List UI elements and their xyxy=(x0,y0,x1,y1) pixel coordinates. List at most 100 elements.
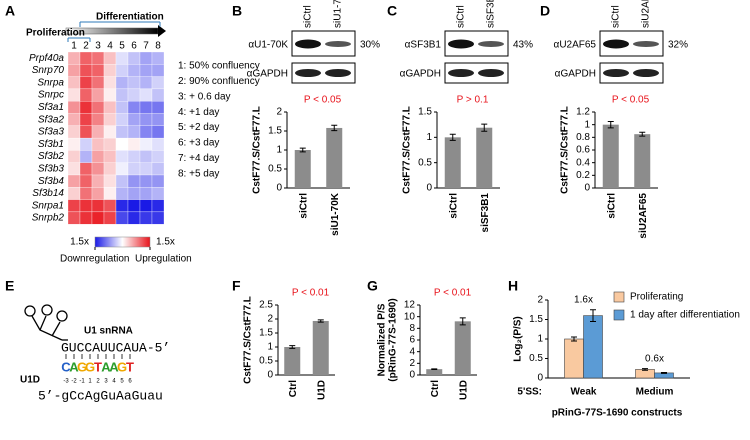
heatmap-cell xyxy=(151,174,165,188)
y-tick-label: 1.5 xyxy=(529,314,543,325)
heatmap-cell xyxy=(127,125,141,139)
heatmap-cell xyxy=(91,162,105,176)
x-tick-label: siCtrl xyxy=(606,193,617,219)
heatmap-cell xyxy=(103,199,117,213)
antibody-label: αU2AF65 xyxy=(554,40,597,51)
heatmap-cell xyxy=(91,88,105,102)
heatmap-cell xyxy=(151,88,165,102)
y-tick-label: 0 xyxy=(276,183,282,194)
heatmap-cell xyxy=(67,113,81,126)
panel-letter: F xyxy=(232,278,241,294)
logo-letter: A xyxy=(101,359,111,374)
logo-position: 3 xyxy=(104,379,108,385)
heatmap-cell xyxy=(127,137,141,151)
y-tick-label: 1 xyxy=(584,119,590,130)
bar xyxy=(326,127,343,188)
heatmap-cell xyxy=(151,150,165,163)
heatmap-cell xyxy=(139,150,153,163)
y-tick-label: 0.5 xyxy=(418,157,432,168)
heatmap-cell xyxy=(103,51,117,65)
y-tick-label: 0.4 xyxy=(576,157,590,168)
row-label: Sf3a1 xyxy=(38,102,64,113)
logo-letter: G xyxy=(77,359,87,374)
error-bar xyxy=(590,309,596,322)
heatmap-cell xyxy=(139,187,153,200)
heatmap-cell xyxy=(91,150,105,163)
heatmap-cell xyxy=(139,199,153,213)
y-axis-label: CstF77.S/CstF77.L xyxy=(252,106,263,194)
logo-letter: A xyxy=(69,359,79,374)
heatmap-cell xyxy=(151,211,165,225)
logo-position: -1 xyxy=(79,379,85,385)
colorbar-label: Upregulation xyxy=(135,254,192,265)
x-tick-label: siCtrl xyxy=(298,193,309,219)
y-tick-label: 2 xyxy=(537,295,543,306)
heatmap-cell xyxy=(127,174,141,188)
logo-position: -2 xyxy=(71,379,77,385)
y-tick-label: 0 xyxy=(409,370,415,381)
heatmap-cell xyxy=(115,101,129,114)
heatmap-cell xyxy=(79,101,93,114)
heatmap-cell xyxy=(67,125,81,139)
heatmap-cell xyxy=(79,137,93,151)
row-label: Snrpb2 xyxy=(32,213,65,224)
row-label: Sf3b4 xyxy=(38,176,65,187)
u1d-sequence: 5’-gCcAgGuAaGuau xyxy=(38,388,163,403)
error-bar xyxy=(481,123,488,132)
error-bar xyxy=(449,133,456,141)
heatmap-cell xyxy=(103,187,117,200)
heatmap-cell xyxy=(67,137,81,151)
heatmap-cell xyxy=(127,211,141,225)
legend-item: 5: +2 day xyxy=(178,122,219,133)
heatmap-cell xyxy=(67,64,81,77)
y-tick-label: 1.5 xyxy=(259,328,273,339)
row-label: Snrpa1 xyxy=(32,200,64,211)
y-tick-label: 0 xyxy=(426,183,432,194)
column-label: 2 xyxy=(83,41,89,52)
heatmap-cell xyxy=(91,51,105,65)
heatmap-cell xyxy=(115,199,129,213)
column-label: 1 xyxy=(71,41,77,52)
heatmap-cell xyxy=(151,187,165,200)
u1-label: U1 snRNA xyxy=(84,326,133,337)
error-bar xyxy=(607,121,614,129)
blot-band xyxy=(633,41,659,47)
x-tick-label: siU1-70K xyxy=(330,192,341,236)
x-axis-label: pRinG-77S-1690 constructs xyxy=(552,408,683,419)
heatmap-cell xyxy=(127,150,141,163)
y-tick-label: 4 xyxy=(409,346,415,357)
heatmap-cell xyxy=(91,76,105,90)
heatmap-cell xyxy=(115,162,129,176)
logo-letter: G xyxy=(85,359,95,374)
heatmap-cell xyxy=(103,76,117,90)
heatmap-cell xyxy=(79,76,93,90)
p-value: P > 0.1 xyxy=(457,95,489,106)
error-bar xyxy=(661,372,667,374)
bar xyxy=(426,369,443,375)
heatmap-cell xyxy=(139,88,153,102)
x-tick-label: Weak xyxy=(571,387,597,398)
panel-letter: B xyxy=(232,3,242,19)
legend-label: 1 day after differentiation xyxy=(630,310,740,321)
heatmap-cell xyxy=(115,88,129,102)
lane-label: siCtrl xyxy=(456,5,467,28)
logo-letter: A xyxy=(109,359,119,374)
y-tick-label: 12 xyxy=(404,300,416,311)
blot-ratio: 43% xyxy=(513,40,533,51)
heatmap-cell xyxy=(139,137,153,151)
bar xyxy=(284,347,301,375)
x-tick-label: siU2AF65 xyxy=(638,193,649,239)
x-tick-label: U1D xyxy=(458,380,469,400)
logo-position: 1 xyxy=(88,379,92,385)
heatmap-cell xyxy=(91,137,105,151)
colorbar-tick-label: 1.5x xyxy=(156,237,175,248)
error-bar xyxy=(431,368,438,370)
y-tick-label: 1 xyxy=(267,342,273,353)
error-bar xyxy=(331,124,338,132)
logo-position: 5 xyxy=(120,379,124,385)
heatmap-cell xyxy=(67,51,81,65)
heatmap-cell xyxy=(67,162,81,176)
heatmap-cell xyxy=(127,199,141,213)
heatmap-cell xyxy=(67,101,81,114)
